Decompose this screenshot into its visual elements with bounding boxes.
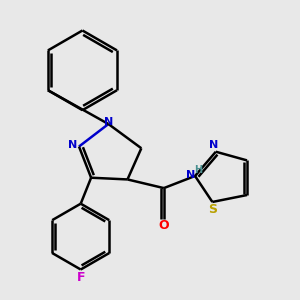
Text: H: H [194,165,202,175]
Text: N: N [209,140,219,151]
Text: O: O [158,219,169,232]
Text: N: N [104,117,113,127]
Text: N: N [186,170,196,180]
Text: S: S [208,203,217,216]
Text: F: F [76,271,85,284]
Text: N: N [68,140,77,150]
